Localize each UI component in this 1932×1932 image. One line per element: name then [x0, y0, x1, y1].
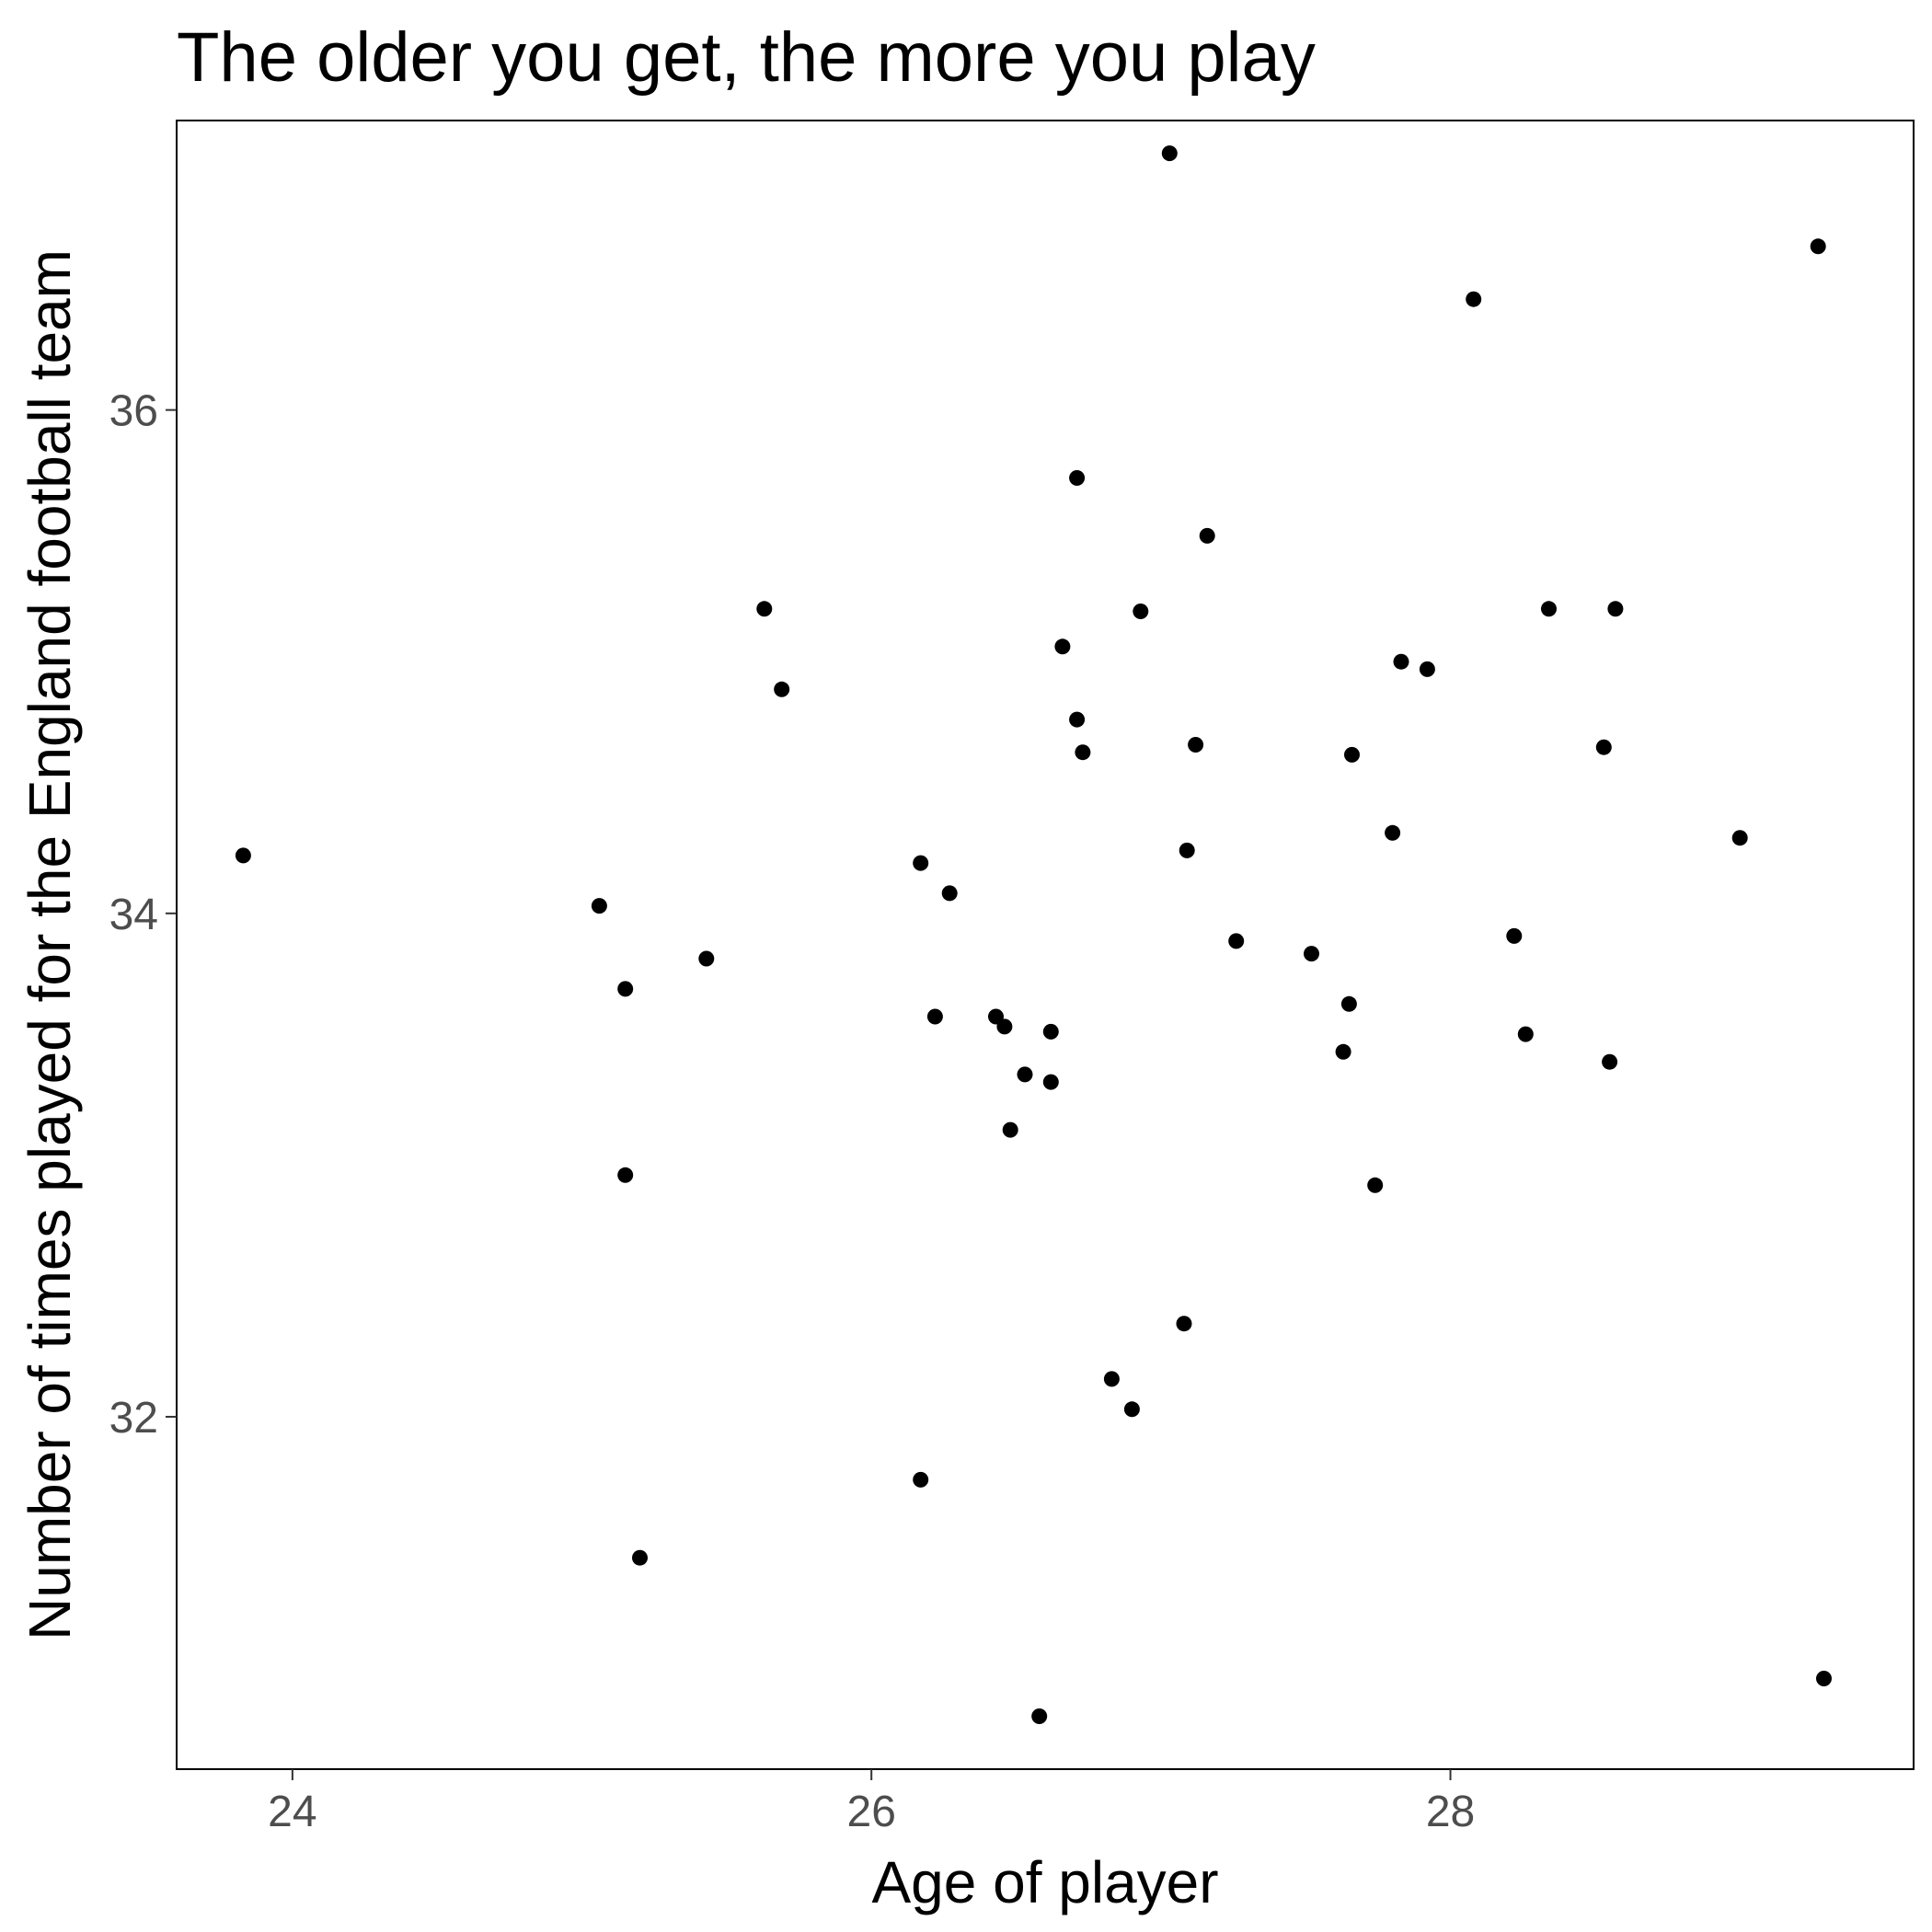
- y-tick-label: 32: [109, 1394, 158, 1443]
- data-point: [1595, 739, 1612, 755]
- x-tick-label: 26: [847, 1788, 896, 1836]
- data-point: [1042, 1074, 1059, 1090]
- data-point: [1506, 927, 1523, 944]
- data-point: [1419, 661, 1435, 677]
- data-point: [698, 950, 715, 967]
- data-point: [1176, 1316, 1192, 1332]
- data-point: [617, 1167, 634, 1183]
- chart-title: The older you get, the more you play: [177, 18, 1316, 97]
- data-point: [1816, 1671, 1832, 1686]
- data-point: [996, 1018, 1013, 1035]
- data-point: [1344, 746, 1360, 763]
- data-point: [756, 601, 773, 617]
- data-point: [926, 1008, 943, 1025]
- data-point: [1228, 933, 1245, 949]
- data-point: [1069, 470, 1086, 486]
- data-point: [1042, 1023, 1059, 1040]
- data-point: [617, 981, 634, 997]
- data-point: [913, 1471, 929, 1488]
- data-point: [1304, 946, 1319, 962]
- x-tick-label: 28: [1426, 1788, 1475, 1836]
- x-tick-label: 24: [268, 1788, 316, 1836]
- data-point: [913, 855, 929, 871]
- data-point: [1188, 737, 1204, 753]
- data-point: [1602, 1053, 1618, 1070]
- y-axis-ticks: 32 34 36: [109, 387, 177, 1443]
- data-point: [632, 1549, 648, 1566]
- data-point: [1731, 830, 1748, 846]
- x-axis-ticks: 24 26 28: [268, 1769, 1475, 1836]
- data-point: [941, 885, 958, 902]
- data-point: [1335, 1043, 1351, 1060]
- y-tick-label: 36: [109, 387, 158, 436]
- data-point: [1103, 1371, 1120, 1387]
- data-point: [1133, 604, 1149, 619]
- data-point: [1179, 842, 1195, 858]
- data-point: [1123, 1401, 1140, 1418]
- data-point: [1031, 1708, 1048, 1724]
- data-point: [774, 681, 790, 697]
- data-point: [1069, 711, 1086, 728]
- data-point: [1385, 824, 1401, 841]
- data-point: [1541, 601, 1557, 617]
- data-point: [1161, 145, 1178, 162]
- data-point: [1054, 638, 1071, 655]
- x-axis-title: Age of player: [871, 1849, 1218, 1915]
- data-point: [1075, 744, 1091, 761]
- y-axis-title: Number of times played for the England f…: [17, 249, 83, 1640]
- data-point: [235, 847, 251, 864]
- plot-panel-border: [176, 120, 1915, 1770]
- data-point: [591, 898, 607, 914]
- data-point: [1017, 1066, 1033, 1083]
- data-points: [235, 145, 1832, 1724]
- data-point: [1340, 995, 1357, 1012]
- data-point: [1393, 653, 1409, 670]
- y-tick-label: 34: [109, 891, 158, 939]
- data-point: [1002, 1121, 1018, 1138]
- data-point: [1367, 1177, 1384, 1193]
- data-point: [1517, 1026, 1534, 1042]
- data-point: [1199, 527, 1215, 544]
- data-point: [1466, 291, 1482, 307]
- data-point: [1607, 601, 1624, 617]
- data-point: [1810, 238, 1826, 255]
